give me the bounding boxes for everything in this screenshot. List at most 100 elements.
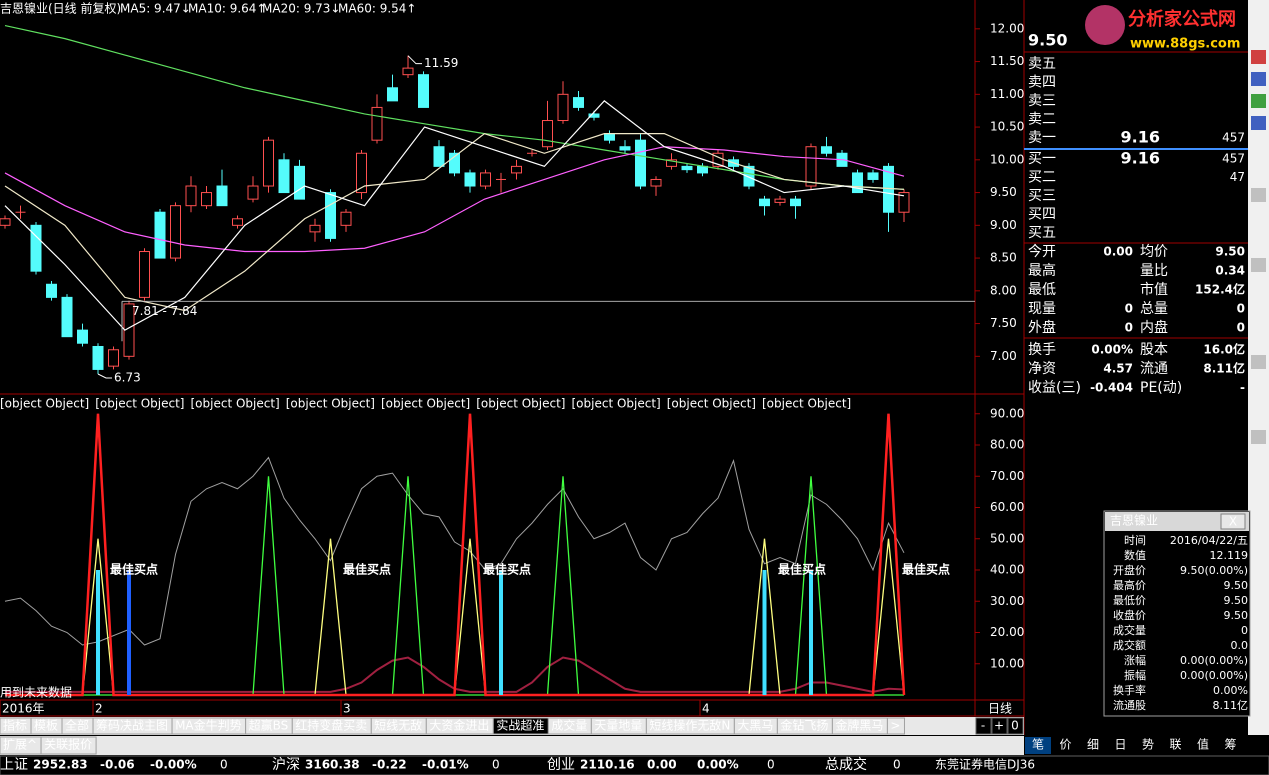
stat-label: 现量	[1028, 301, 1056, 317]
candle-body	[635, 139, 646, 187]
signal-bar	[127, 570, 131, 695]
candle-body	[387, 87, 398, 102]
tab-label: 金钻飞扬	[780, 718, 828, 733]
y-tick-label: 8.00	[990, 283, 1017, 297]
popup-close[interactable]	[1220, 513, 1246, 530]
candle-body	[30, 224, 42, 272]
popup-label: 数值	[1124, 549, 1146, 562]
ma-legend: MA10: 9.64↑	[188, 2, 266, 16]
signal-bar	[762, 570, 767, 695]
stat-label: 流通	[1140, 361, 1168, 377]
tab[interactable]	[886, 717, 905, 735]
quote-tab[interactable]	[1217, 737, 1244, 754]
quote-tab-label: 日	[1114, 738, 1126, 752]
signal-bar	[96, 570, 100, 695]
stat-value: 0	[1237, 321, 1245, 335]
popup-label: 最高价	[1113, 578, 1146, 592]
tab-label: 全部	[65, 718, 89, 733]
book-label: 卖五	[1028, 56, 1056, 72]
popup-close-label: X	[1229, 515, 1237, 529]
quote-tab[interactable]	[1107, 737, 1134, 754]
buy-label: 最佳买点	[902, 562, 950, 577]
index-volume: 0	[767, 758, 775, 772]
y-tick-label: 20.00	[990, 625, 1024, 639]
y-tick-label: 70.00	[990, 469, 1024, 483]
tab-label: >	[890, 719, 900, 733]
popup-value: 12.119	[1210, 549, 1249, 562]
y-tick-label: 12.00	[990, 21, 1024, 35]
book-label: 买一	[1028, 151, 1056, 167]
stock-title: 吉恩镍业(日线 前复权)	[0, 1, 121, 16]
candle-body	[77, 329, 88, 344]
candle-body	[821, 146, 832, 154]
candle-body	[309, 224, 321, 233]
period-label: 日线	[988, 702, 1012, 716]
zoom-button[interactable]	[991, 717, 1008, 735]
quote-tab[interactable]	[1080, 737, 1106, 754]
candle-body	[604, 133, 615, 141]
stat-label: 最低	[1028, 282, 1056, 298]
book-label: 买二	[1028, 170, 1056, 186]
candle-body	[201, 192, 212, 207]
tool-icon[interactable]	[1251, 50, 1266, 64]
total-label: 总成交	[825, 756, 867, 773]
candle-body	[480, 172, 491, 187]
stat-value: 0.00	[1103, 245, 1133, 259]
index-change: -0.22	[372, 758, 407, 772]
book-label: 卖四	[1028, 75, 1056, 91]
book-price: 9.16	[1121, 149, 1160, 168]
candle-body	[588, 113, 600, 118]
stat-label: 总量	[1140, 301, 1168, 317]
indicator-legend: [object Object]	[572, 397, 661, 411]
candle-body	[325, 192, 336, 239]
quote-tab[interactable]	[1190, 737, 1216, 754]
indicator-legend: [object Object]	[381, 397, 470, 411]
low-label: 6.73	[114, 371, 141, 385]
tool-icon[interactable]	[1251, 116, 1266, 130]
candle-body	[247, 185, 259, 200]
tool-icon[interactable]	[1251, 355, 1266, 369]
stat-label: 最高	[1028, 262, 1056, 279]
popup-label: 开盘价	[1113, 563, 1146, 577]
tab-label: 模板	[34, 719, 58, 733]
quote-tab[interactable]	[1162, 737, 1189, 754]
stat-value: -	[1240, 381, 1245, 395]
quote-tab[interactable]	[1025, 737, 1051, 754]
zoom-button[interactable]	[975, 717, 992, 735]
quote-tab-label: 值	[1197, 737, 1209, 752]
book-volume: 457	[1222, 131, 1245, 145]
y-tick-label: 60.00	[990, 500, 1024, 514]
sub-tab[interactable]	[40, 736, 97, 755]
popup-value: 9.50	[1224, 609, 1249, 622]
stat-value: 152.4亿	[1195, 282, 1245, 297]
stat-label: 市值	[1140, 281, 1168, 298]
zoom-button[interactable]	[1007, 717, 1024, 735]
tab-label: 红持变盘买卖	[295, 718, 367, 733]
time-label: 2	[95, 702, 103, 716]
sub-tab-label: 关联报价	[44, 737, 92, 752]
candle-body	[139, 251, 150, 298]
tool-icon[interactable]	[1251, 430, 1266, 444]
index-pct: 0.00%	[697, 758, 739, 772]
stat-label: 均价	[1140, 244, 1168, 260]
tab-label: MA金牛判势	[175, 718, 242, 733]
y-tick-label: 90.00	[990, 406, 1024, 420]
book-label: 买三	[1028, 188, 1056, 204]
tool-icon[interactable]	[1251, 258, 1266, 272]
stat-label: PE(动)	[1140, 380, 1182, 396]
tool-icon[interactable]	[1251, 72, 1266, 86]
index-value: 2952.83	[33, 758, 88, 772]
high-arrow	[407, 55, 422, 65]
stat-value: 0	[1125, 302, 1133, 316]
tool-icon[interactable]	[1251, 188, 1266, 202]
stat-value: 8.11亿	[1203, 361, 1245, 376]
future-note: 用到未来数据	[0, 685, 72, 700]
zoom-label: 0	[1011, 719, 1019, 733]
candle-body	[511, 165, 522, 174]
quote-tab[interactable]	[1135, 737, 1161, 754]
indicator-legend: [object Object]	[476, 397, 565, 411]
quote-tab[interactable]	[1052, 737, 1079, 754]
tool-icon[interactable]	[1251, 94, 1266, 108]
